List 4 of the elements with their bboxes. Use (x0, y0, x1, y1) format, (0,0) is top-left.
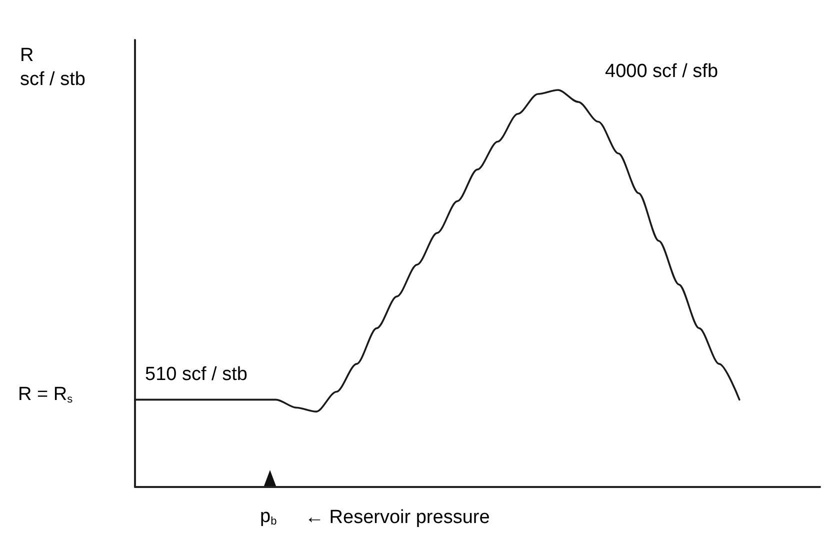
x-axis-title: ← Reservoir pressure (305, 507, 490, 528)
text: 4000 scf / sfb (605, 61, 718, 82)
y-axis-title: R scf / stb (20, 45, 86, 90)
annotation: 510 scf / stb (145, 364, 248, 385)
